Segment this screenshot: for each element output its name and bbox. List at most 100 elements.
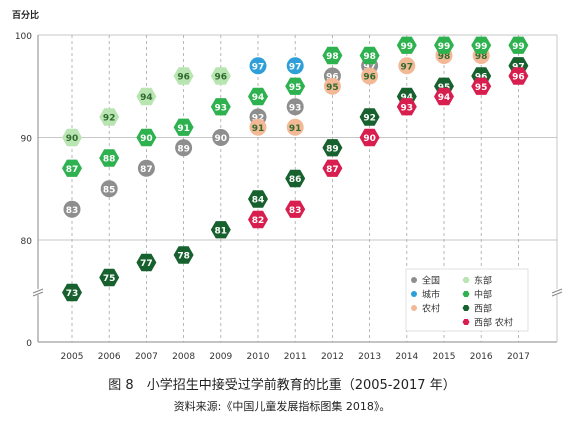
data-point xyxy=(359,128,380,147)
legend-item: 城市 xyxy=(411,289,440,301)
data-point xyxy=(210,98,231,116)
data-point xyxy=(62,159,82,177)
data-point xyxy=(285,77,306,95)
data-point xyxy=(396,36,417,54)
y-tick-label: 80 xyxy=(21,237,33,247)
data-point xyxy=(285,169,306,188)
data-label: 91 xyxy=(252,124,265,134)
data-label: 99 xyxy=(438,42,451,52)
data-label: 96 xyxy=(363,73,376,83)
figure-source: 资料来源:《中国儿童发展指标图集 2018》。 xyxy=(173,400,391,413)
data-label: 92 xyxy=(363,114,376,124)
x-tick-label: 2006 xyxy=(98,352,121,362)
data-point xyxy=(249,118,267,136)
x-tick-label: 2009 xyxy=(209,352,232,362)
series-东部: 90 92 94 96 96 xyxy=(62,67,231,147)
data-point xyxy=(210,221,231,239)
data-point xyxy=(136,128,157,147)
data-label: 93 xyxy=(289,103,302,113)
axis-break-mark xyxy=(551,291,563,297)
data-label: 94 xyxy=(252,93,265,103)
data-point xyxy=(396,98,417,116)
legend-label: 城市 xyxy=(422,289,440,301)
data-label: 93 xyxy=(215,103,228,113)
x-tick-label: 2005 xyxy=(61,352,84,362)
data-point xyxy=(508,67,529,85)
data-label: 95 xyxy=(289,83,302,93)
axes: 0 80 90 100 百分比 2005 2006 2007 2008 2009 2010 2011 2… xyxy=(12,9,563,362)
data-label: 90 xyxy=(140,134,153,144)
data-label: 97 xyxy=(289,62,302,72)
legend-item: 西部 农村 xyxy=(462,317,513,329)
data-point xyxy=(398,57,416,75)
y-tick-label: 100 xyxy=(15,32,32,42)
data-label: 82 xyxy=(252,216,265,226)
data-point xyxy=(286,98,304,116)
data-label: 96 xyxy=(475,73,488,83)
series-西部 农村: 8283879093949596 xyxy=(248,67,529,229)
axis-break-mark xyxy=(551,288,563,294)
data-label: 85 xyxy=(103,185,116,195)
data-label: 91 xyxy=(177,124,190,134)
legend-item: 农村 xyxy=(411,303,440,315)
x-tick-label: 2016 xyxy=(470,352,493,362)
data-label: 95 xyxy=(438,83,451,93)
data-label: 94 xyxy=(140,93,153,103)
data-label: 91 xyxy=(289,124,302,134)
data-point xyxy=(322,46,343,65)
data-label: 95 xyxy=(326,83,339,93)
data-label: 77 xyxy=(140,259,153,269)
legend-label: 农村 xyxy=(422,303,440,315)
data-point xyxy=(175,139,193,157)
data-point xyxy=(173,118,194,136)
data-label: 98 xyxy=(326,52,339,62)
data-label: 92 xyxy=(103,114,116,124)
series-城市: 97 97 98 xyxy=(249,47,379,75)
data-label: 89 xyxy=(177,144,190,154)
data-point xyxy=(361,67,379,85)
legend-swatch xyxy=(411,277,417,283)
data-point xyxy=(434,87,454,106)
legend-swatch xyxy=(462,305,470,311)
data-label: 98 xyxy=(475,52,488,62)
data-label: 96 xyxy=(177,73,190,83)
data-label: 94 xyxy=(401,93,414,103)
y-axis-title: 百分比 xyxy=(12,9,39,21)
x-tick-label: 2013 xyxy=(358,352,381,362)
data-point xyxy=(322,139,343,157)
x-tick-label: 2014 xyxy=(395,352,418,362)
data-point xyxy=(359,46,380,65)
data-label: 87 xyxy=(326,165,339,175)
data-label: 90 xyxy=(363,134,376,144)
data-point xyxy=(173,67,194,85)
data-point xyxy=(434,36,454,54)
data-point xyxy=(508,36,529,54)
x-tick-label: 2011 xyxy=(284,352,307,362)
data-label: 84 xyxy=(252,196,265,206)
data-label: 75 xyxy=(103,274,116,284)
legend-label: 东部 xyxy=(474,275,492,287)
data-label: 94 xyxy=(438,93,451,103)
data-point xyxy=(249,57,267,75)
data-label: 97 xyxy=(512,62,525,72)
data-label: 83 xyxy=(289,206,302,216)
data-label: 95 xyxy=(475,83,488,93)
data-point xyxy=(471,36,492,54)
figure-caption: 图 8 小学招生中接受过学前教育的比重（2005-2017 年） xyxy=(108,378,456,393)
legend-label: 西部 农村 xyxy=(474,317,513,329)
data-label: 87 xyxy=(140,165,153,175)
data-point xyxy=(62,128,82,147)
data-point xyxy=(323,77,341,95)
data-label: 88 xyxy=(103,155,116,165)
data-label: 89 xyxy=(326,144,339,154)
data-label: 98 xyxy=(438,52,451,62)
data-label: 97 xyxy=(252,62,265,72)
data-label: 96 xyxy=(326,73,339,83)
data-point xyxy=(359,108,380,126)
legend-label: 全国 xyxy=(422,275,440,287)
data-point xyxy=(136,87,157,106)
legend-label: 中部 xyxy=(474,289,492,301)
data-point xyxy=(286,57,304,75)
